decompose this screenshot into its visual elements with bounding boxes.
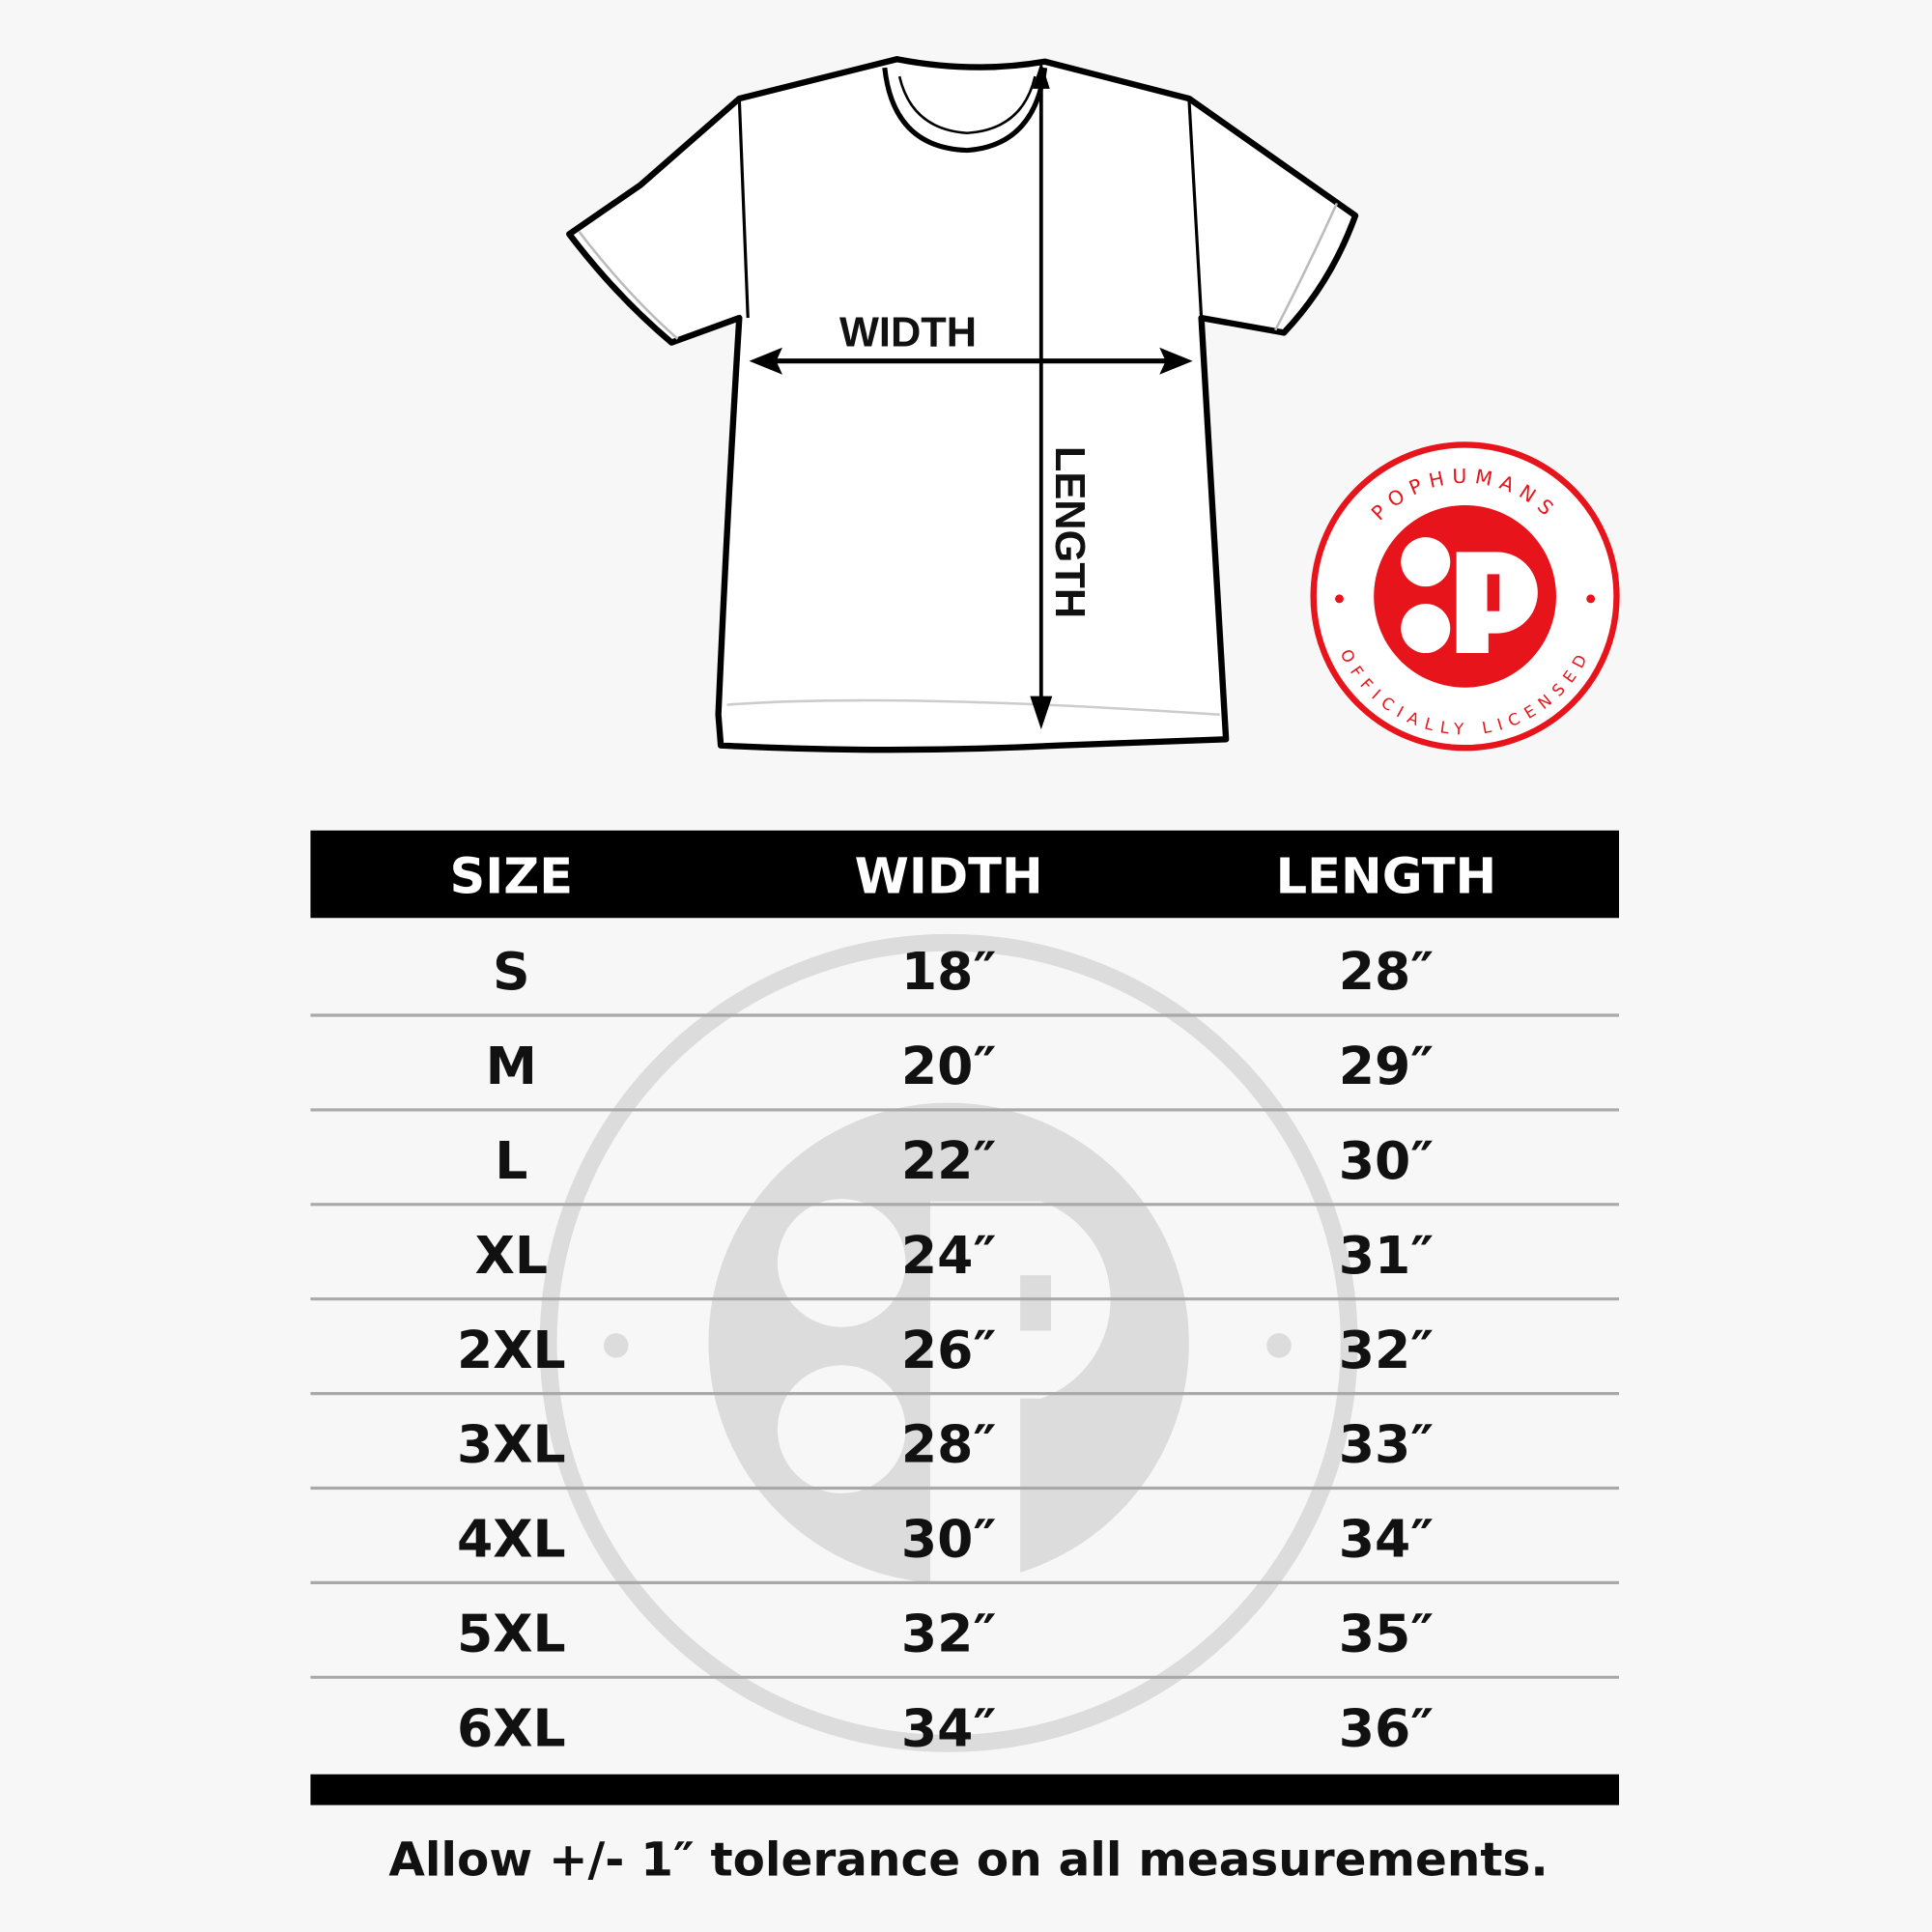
officially-licensed-badge: POPHUMANS OFFICIALLY LICENSED bbox=[1310, 441, 1620, 752]
cell-width: 26″ bbox=[901, 1320, 996, 1380]
table-row: 6XL 34″ 36″ bbox=[457, 1697, 1434, 1758]
table-row: 5XL 32″ 35″ bbox=[310, 1604, 1620, 1679]
table-footer-bar bbox=[310, 1774, 1620, 1805]
cell-width: 24″ bbox=[901, 1225, 996, 1286]
cell-width: 18″ bbox=[901, 941, 996, 1002]
cell-size: 2XL bbox=[457, 1320, 566, 1380]
cell-length: 33″ bbox=[1339, 1414, 1434, 1475]
cell-size: XL bbox=[475, 1225, 548, 1286]
cell-length: 32″ bbox=[1339, 1320, 1434, 1380]
cell-width: 20″ bbox=[901, 1036, 996, 1096]
cell-width: 34″ bbox=[901, 1697, 996, 1758]
cell-width: 28″ bbox=[901, 1414, 996, 1475]
table-row: L 22″ 30″ bbox=[310, 1130, 1620, 1207]
length-label: LENGTH bbox=[1046, 446, 1093, 618]
header-size: SIZE bbox=[450, 849, 574, 906]
cell-length: 34″ bbox=[1339, 1509, 1434, 1570]
cell-size: M bbox=[486, 1036, 537, 1096]
cell-size: 5XL bbox=[457, 1604, 566, 1664]
cell-width: 22″ bbox=[901, 1130, 996, 1191]
tshirt-diagram: WIDTH LENGTH bbox=[566, 56, 1359, 753]
cell-length: 35″ bbox=[1339, 1604, 1434, 1664]
table-row: M 20″ 29″ bbox=[310, 1036, 1620, 1112]
table-row: 2XL 26″ 32″ bbox=[310, 1320, 1620, 1396]
table-row: 3XL 28″ 33″ bbox=[310, 1414, 1620, 1491]
cell-length: 30″ bbox=[1339, 1130, 1434, 1191]
cell-size: 3XL bbox=[457, 1414, 566, 1475]
cell-size: S bbox=[493, 941, 530, 1002]
cell-width: 30″ bbox=[901, 1509, 996, 1570]
size-table: SIZE WIDTH LENGTH S 18″ 28″ M 20″ 29″ L 22″ 30″ X… bbox=[310, 830, 1620, 1805]
width-label: WIDTH bbox=[839, 309, 977, 355]
watermark-logo bbox=[539, 933, 1358, 1752]
header-width: WIDTH bbox=[855, 849, 1043, 906]
table-header bbox=[310, 830, 1620, 919]
tolerance-note: Allow +/- 1″ tolerance on all measuremen… bbox=[388, 1833, 1548, 1887]
cell-size: 4XL bbox=[457, 1509, 566, 1570]
cell-size: L bbox=[495, 1130, 527, 1191]
cell-length: 31″ bbox=[1339, 1225, 1434, 1286]
cell-length: 28″ bbox=[1339, 941, 1434, 1002]
header-length: LENGTH bbox=[1276, 849, 1497, 906]
cell-width: 32″ bbox=[901, 1604, 996, 1664]
table-row: 4XL 30″ 34″ bbox=[310, 1509, 1620, 1584]
table-row: XL 24″ 31″ bbox=[310, 1225, 1620, 1301]
cell-length: 36″ bbox=[1339, 1697, 1434, 1758]
cell-length: 29″ bbox=[1339, 1036, 1434, 1096]
table-row: S 18″ 28″ bbox=[310, 941, 1620, 1017]
cell-size: 6XL bbox=[457, 1697, 566, 1758]
